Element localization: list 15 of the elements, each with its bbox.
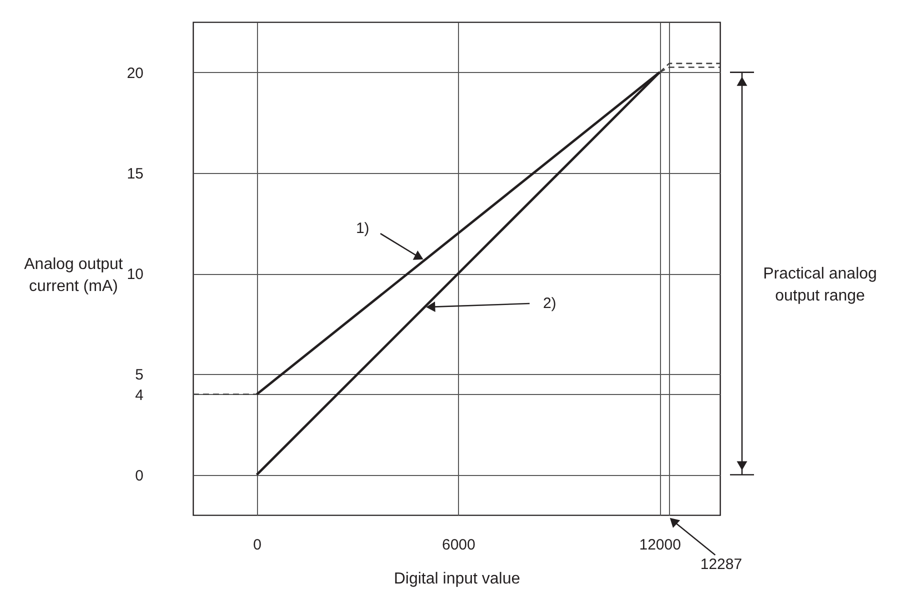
y-tick-label: 0: [135, 467, 144, 484]
x-tick-label: 0: [253, 536, 262, 554]
text: Practical analog output range: [763, 266, 877, 305]
x-tick-label: 12000: [639, 536, 681, 554]
y-tick-label: 5: [135, 366, 144, 384]
text: 12287: [700, 556, 742, 573]
annotation: 1): [356, 220, 370, 238]
x-axis-title: Digital input value: [394, 570, 520, 588]
y-tick-label: 10: [126, 266, 144, 284]
y-tick-label: 20: [126, 64, 144, 82]
y-axis-title: Analog output current (mA): [24, 256, 124, 295]
x-tick-label: 6000: [442, 536, 476, 554]
annotation: 2): [542, 295, 556, 312]
y-tick-label: 15: [126, 165, 144, 182]
y-tick-label: 4: [135, 386, 144, 404]
